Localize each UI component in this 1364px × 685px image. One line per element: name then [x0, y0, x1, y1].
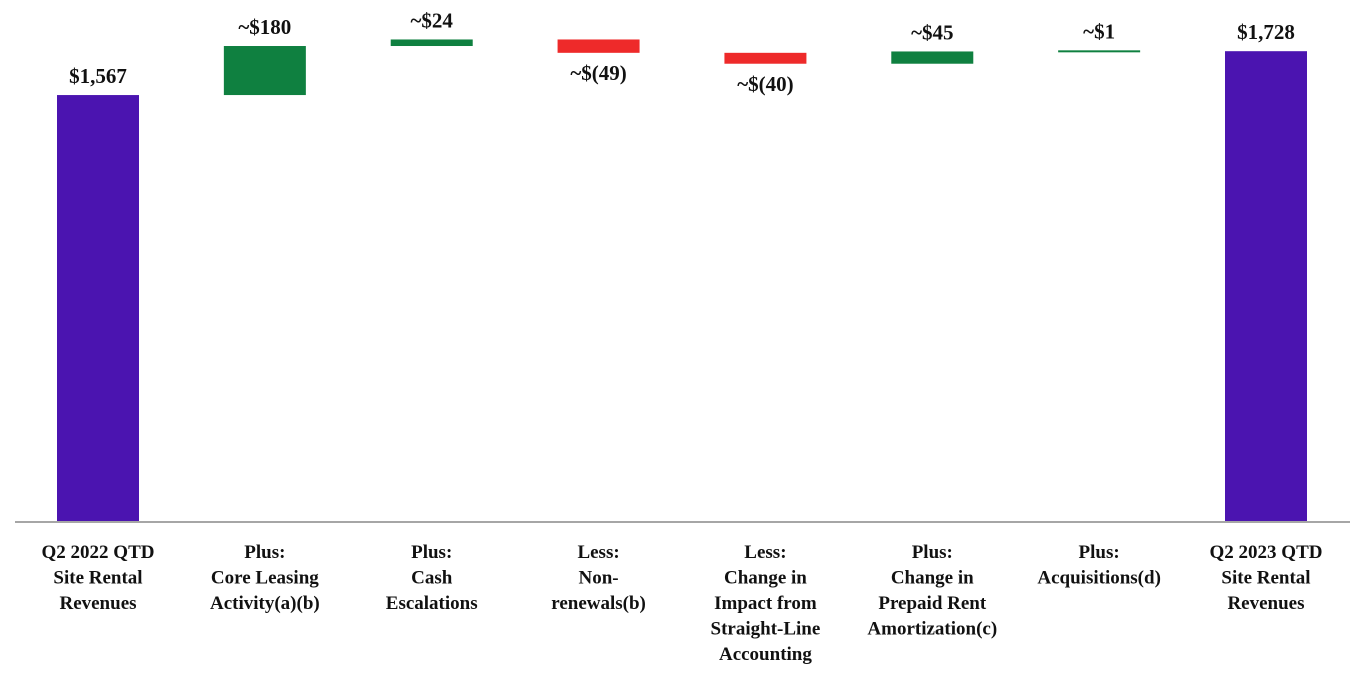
bar-decrease-3 — [557, 39, 640, 53]
category-label-6: Plus: Acquisitions(d) — [1037, 542, 1161, 589]
category-label-line: Site Rental — [53, 568, 142, 589]
category-label-line: Plus: — [1079, 542, 1120, 563]
category-label-line: Prepaid Rent — [878, 593, 987, 614]
bar-decrease-4 — [724, 52, 807, 64]
category-label-line: Less: — [577, 542, 619, 563]
category-label-line: Amortization(c) — [867, 619, 997, 640]
category-labels-layer: Q2 2022 QTD Site Rental Revenues Plus: Core … — [42, 542, 1323, 665]
data-label-1: ~$180 — [238, 15, 291, 39]
bars-layer — [57, 39, 1307, 523]
category-label-5: Plus: Change in Prepaid Rent Amortization(c… — [867, 542, 997, 640]
bar-increase-5 — [891, 51, 974, 64]
category-label-line: Non- — [579, 568, 619, 589]
category-label-line: Less: — [744, 542, 786, 563]
data-label-3: ~$(49) — [570, 61, 626, 85]
bar-total-0 — [57, 95, 139, 523]
bar-total-7 — [1224, 51, 1307, 523]
category-label-line: Change in — [724, 568, 807, 589]
category-label-0: Q2 2022 QTD Site Rental Revenues — [42, 542, 155, 614]
bar-increase-6 — [1058, 50, 1141, 53]
bar-increase-1 — [223, 46, 306, 96]
category-label-2: Plus: Cash Escalations — [386, 542, 478, 614]
category-label-3: Less: Non-renewals(b) — [551, 542, 646, 614]
bar-increase-2 — [390, 39, 473, 47]
category-label-line: Acquisitions(d) — [1037, 568, 1161, 589]
data-label-0: $1,567 — [69, 64, 127, 88]
category-label-line: Cash — [411, 568, 453, 589]
category-label-line: Revenues — [59, 593, 136, 614]
data-label-7: $1,728 — [1237, 20, 1295, 44]
category-label-line: Accounting — [719, 644, 812, 665]
data-label-6: ~$1 — [1083, 19, 1115, 43]
category-label-line: Plus: — [244, 542, 285, 563]
category-label-line: Q2 2022 QTD — [42, 542, 155, 563]
category-label-line: Site Rental — [1221, 568, 1310, 589]
category-label-7: Q2 2023 QTD Site Rental Revenues — [1210, 542, 1323, 614]
category-label-4: Less: Change in Impact from Straight-Line Ac… — [711, 542, 821, 665]
category-label-line: Activity(a)(b) — [210, 593, 320, 614]
data-label-4: ~$(40) — [737, 72, 793, 96]
category-label-line: Revenues — [1227, 593, 1304, 614]
category-label-line: renewals(b) — [551, 593, 646, 614]
category-label-line: Core Leasing — [211, 568, 319, 589]
category-label-line: Q2 2023 QTD — [1210, 542, 1323, 563]
category-label-1: Plus: Core Leasing Activity(a)(b) — [210, 542, 320, 614]
data-label-5: ~$45 — [911, 20, 953, 44]
category-label-line: Straight-Line — [711, 619, 821, 640]
category-label-line: Plus: — [912, 542, 953, 563]
data-label-2: ~$24 — [411, 8, 454, 32]
category-label-line: Plus: — [411, 542, 452, 563]
value-labels-layer: $1,567 ~$180 ~$24 ~$(49) ~$(40) ~$45 ~$1 $1,728 — [69, 8, 1295, 95]
category-label-line: Change in — [891, 568, 974, 589]
category-label-line: Escalations — [386, 593, 478, 614]
category-label-line: Impact from — [714, 593, 817, 614]
